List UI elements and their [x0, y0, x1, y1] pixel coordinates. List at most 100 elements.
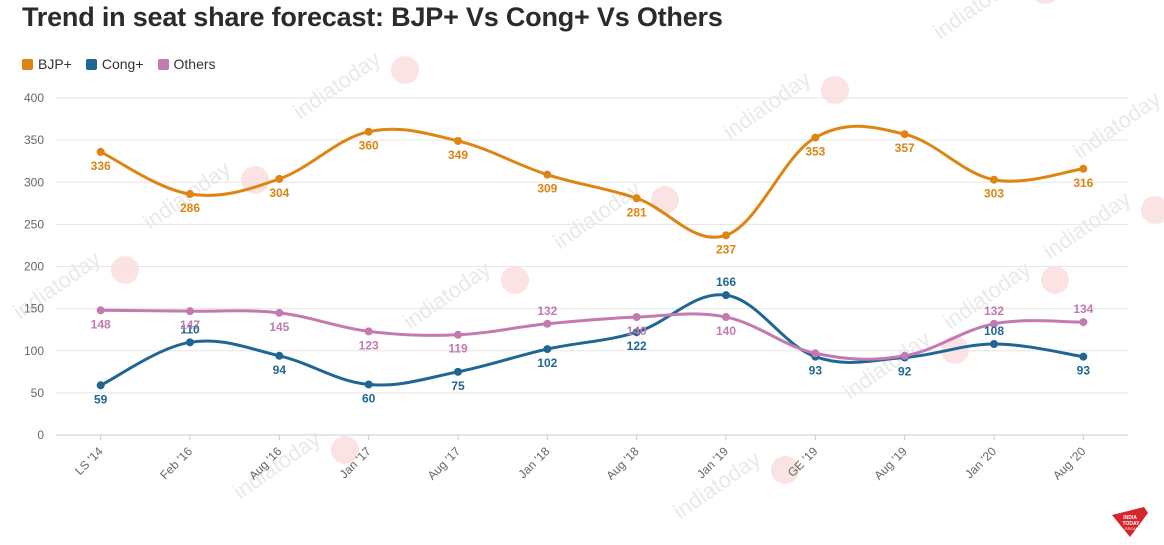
bjp-data-point[interactable]: [900, 130, 909, 139]
watermark-text: indiatoday: [719, 66, 816, 144]
legend-item-others[interactable]: Others: [157, 56, 216, 72]
legend-label-others: Others: [173, 56, 216, 72]
bjp-data-point[interactable]: [632, 194, 641, 203]
cong-data-point[interactable]: [186, 338, 194, 347]
watermark-text: indiatoday: [289, 46, 386, 124]
watermark-text: indiatoday: [1039, 186, 1136, 264]
x-axis: LS '14 Feb '16 Aug '16 Jan '17 Aug '17 Jan '1…: [72, 435, 1089, 483]
watermark-logo-icon: [651, 186, 679, 214]
y-tick-label: 150: [24, 302, 44, 316]
watermark-logo-icon: [391, 56, 419, 84]
others-data-label: 148: [91, 317, 111, 331]
bjp-data-label: 353: [805, 145, 825, 159]
bjp-data-point[interactable]: [811, 133, 820, 142]
legend: BJP+ Cong+ Others: [22, 56, 216, 72]
bjp-data-label: 304: [269, 186, 289, 200]
svg-text:INDIA: INDIA: [1123, 515, 1137, 521]
cong-data-label: 93: [809, 364, 823, 378]
bjp-data-point[interactable]: [543, 170, 552, 179]
others-data-point[interactable]: [454, 330, 462, 339]
others-series-line: [100, 308, 1084, 361]
cong-data-label: 93: [1077, 364, 1091, 378]
bjp-data-point[interactable]: [96, 147, 105, 156]
others-data-point[interactable]: [364, 327, 373, 336]
y-tick-label: 200: [24, 260, 44, 274]
bjp-data-point[interactable]: [990, 175, 998, 184]
cong-data-label: 122: [627, 339, 647, 353]
others-data-label: 134: [1073, 302, 1093, 316]
watermark-logo-icon: [1035, 0, 1055, 4]
cong-data-point[interactable]: [275, 351, 284, 360]
cong-data-point[interactable]: [454, 367, 462, 376]
series-points: [96, 127, 1088, 390]
cong-data-point[interactable]: [632, 328, 641, 337]
others-data-point[interactable]: [632, 313, 641, 322]
cong-data-point[interactable]: [96, 381, 105, 390]
watermark-layer: indiatoday indiatoday indiatoday indiatoday…: [9, 0, 1164, 524]
others-data-point[interactable]: [1079, 318, 1088, 327]
cong-data-label: 92: [898, 364, 912, 378]
cong-data-point[interactable]: [990, 340, 998, 349]
watermark-text: indiatoday: [229, 426, 326, 504]
watermark-logo-icon: [241, 166, 269, 194]
others-data-point[interactable]: [722, 313, 730, 322]
watermark-logo-icon: [821, 76, 849, 104]
others-data-label: 119: [448, 342, 468, 356]
watermark-text: indiatoday: [929, 0, 1026, 44]
legend-item-bjp[interactable]: BJP+: [22, 56, 72, 72]
cong-data-point[interactable]: [1079, 352, 1088, 361]
others-data-point[interactable]: [543, 319, 552, 328]
cong-data-point[interactable]: [543, 345, 552, 354]
y-tick-label: 50: [31, 386, 45, 400]
bjp-data-label: 360: [359, 139, 379, 153]
legend-item-cong[interactable]: Cong+: [85, 56, 144, 72]
cong-data-label: 110: [180, 322, 200, 336]
watermark-logo-icon: [1041, 266, 1069, 294]
others-data-label: 132: [984, 304, 1004, 318]
series-lines: [100, 124, 1084, 387]
data-labels: 336 286 304 360 349 309 281 237 353 357 303 316 59 11…: [91, 139, 1094, 407]
cong-data-label: 94: [273, 363, 287, 377]
bjp-data-label: 281: [627, 205, 647, 219]
others-data-label: 140: [716, 324, 736, 338]
x-tick-label: Aug '18: [603, 444, 642, 483]
x-tick-label: Aug '20: [1050, 444, 1089, 483]
x-tick-label: Jan '18: [515, 444, 552, 481]
watermark-logo-icon: [111, 256, 139, 284]
cong-data-point[interactable]: [722, 291, 730, 300]
legend-label-cong: Cong+: [101, 56, 144, 72]
others-data-point[interactable]: [990, 319, 998, 328]
bjp-data-point[interactable]: [364, 127, 373, 136]
bjp-data-point[interactable]: [454, 136, 462, 145]
cong-data-label: 60: [362, 391, 376, 405]
y-tick-label: 350: [24, 133, 44, 147]
cong-data-point[interactable]: [364, 380, 373, 389]
bjp-series-line: [100, 124, 1084, 239]
bjp-data-label: 357: [895, 141, 915, 155]
y-tick-label: 300: [24, 175, 44, 189]
bjp-data-point[interactable]: [186, 190, 194, 199]
others-data-point[interactable]: [96, 306, 105, 315]
x-tick-label: LS '14: [72, 444, 106, 478]
others-data-point[interactable]: [900, 351, 909, 360]
y-tick-label: 100: [24, 344, 44, 358]
bjp-data-label: 286: [180, 201, 200, 215]
bjp-data-point[interactable]: [1079, 164, 1088, 173]
x-tick-label: Aug '17: [425, 444, 464, 483]
legend-swatch-bjp: [22, 58, 33, 70]
bjp-data-label: 237: [716, 242, 736, 256]
bjp-data-point[interactable]: [275, 174, 284, 183]
chart-title: Trend in seat share forecast: BJP+ Vs Co…: [22, 2, 723, 32]
x-tick-label: Feb '16: [157, 444, 195, 482]
gridlines: [56, 97, 1128, 436]
bjp-data-point[interactable]: [722, 231, 730, 240]
y-tick-label: 400: [24, 91, 44, 105]
others-data-point[interactable]: [275, 308, 284, 317]
y-tick-label: 250: [24, 217, 44, 231]
others-data-point[interactable]: [186, 307, 194, 316]
bjp-data-label: 336: [91, 159, 111, 173]
others-data-point[interactable]: [811, 349, 820, 358]
bjp-data-label: 303: [984, 187, 1004, 201]
y-axis: 0 50 100 150 200 250 300 350 400: [24, 91, 44, 442]
